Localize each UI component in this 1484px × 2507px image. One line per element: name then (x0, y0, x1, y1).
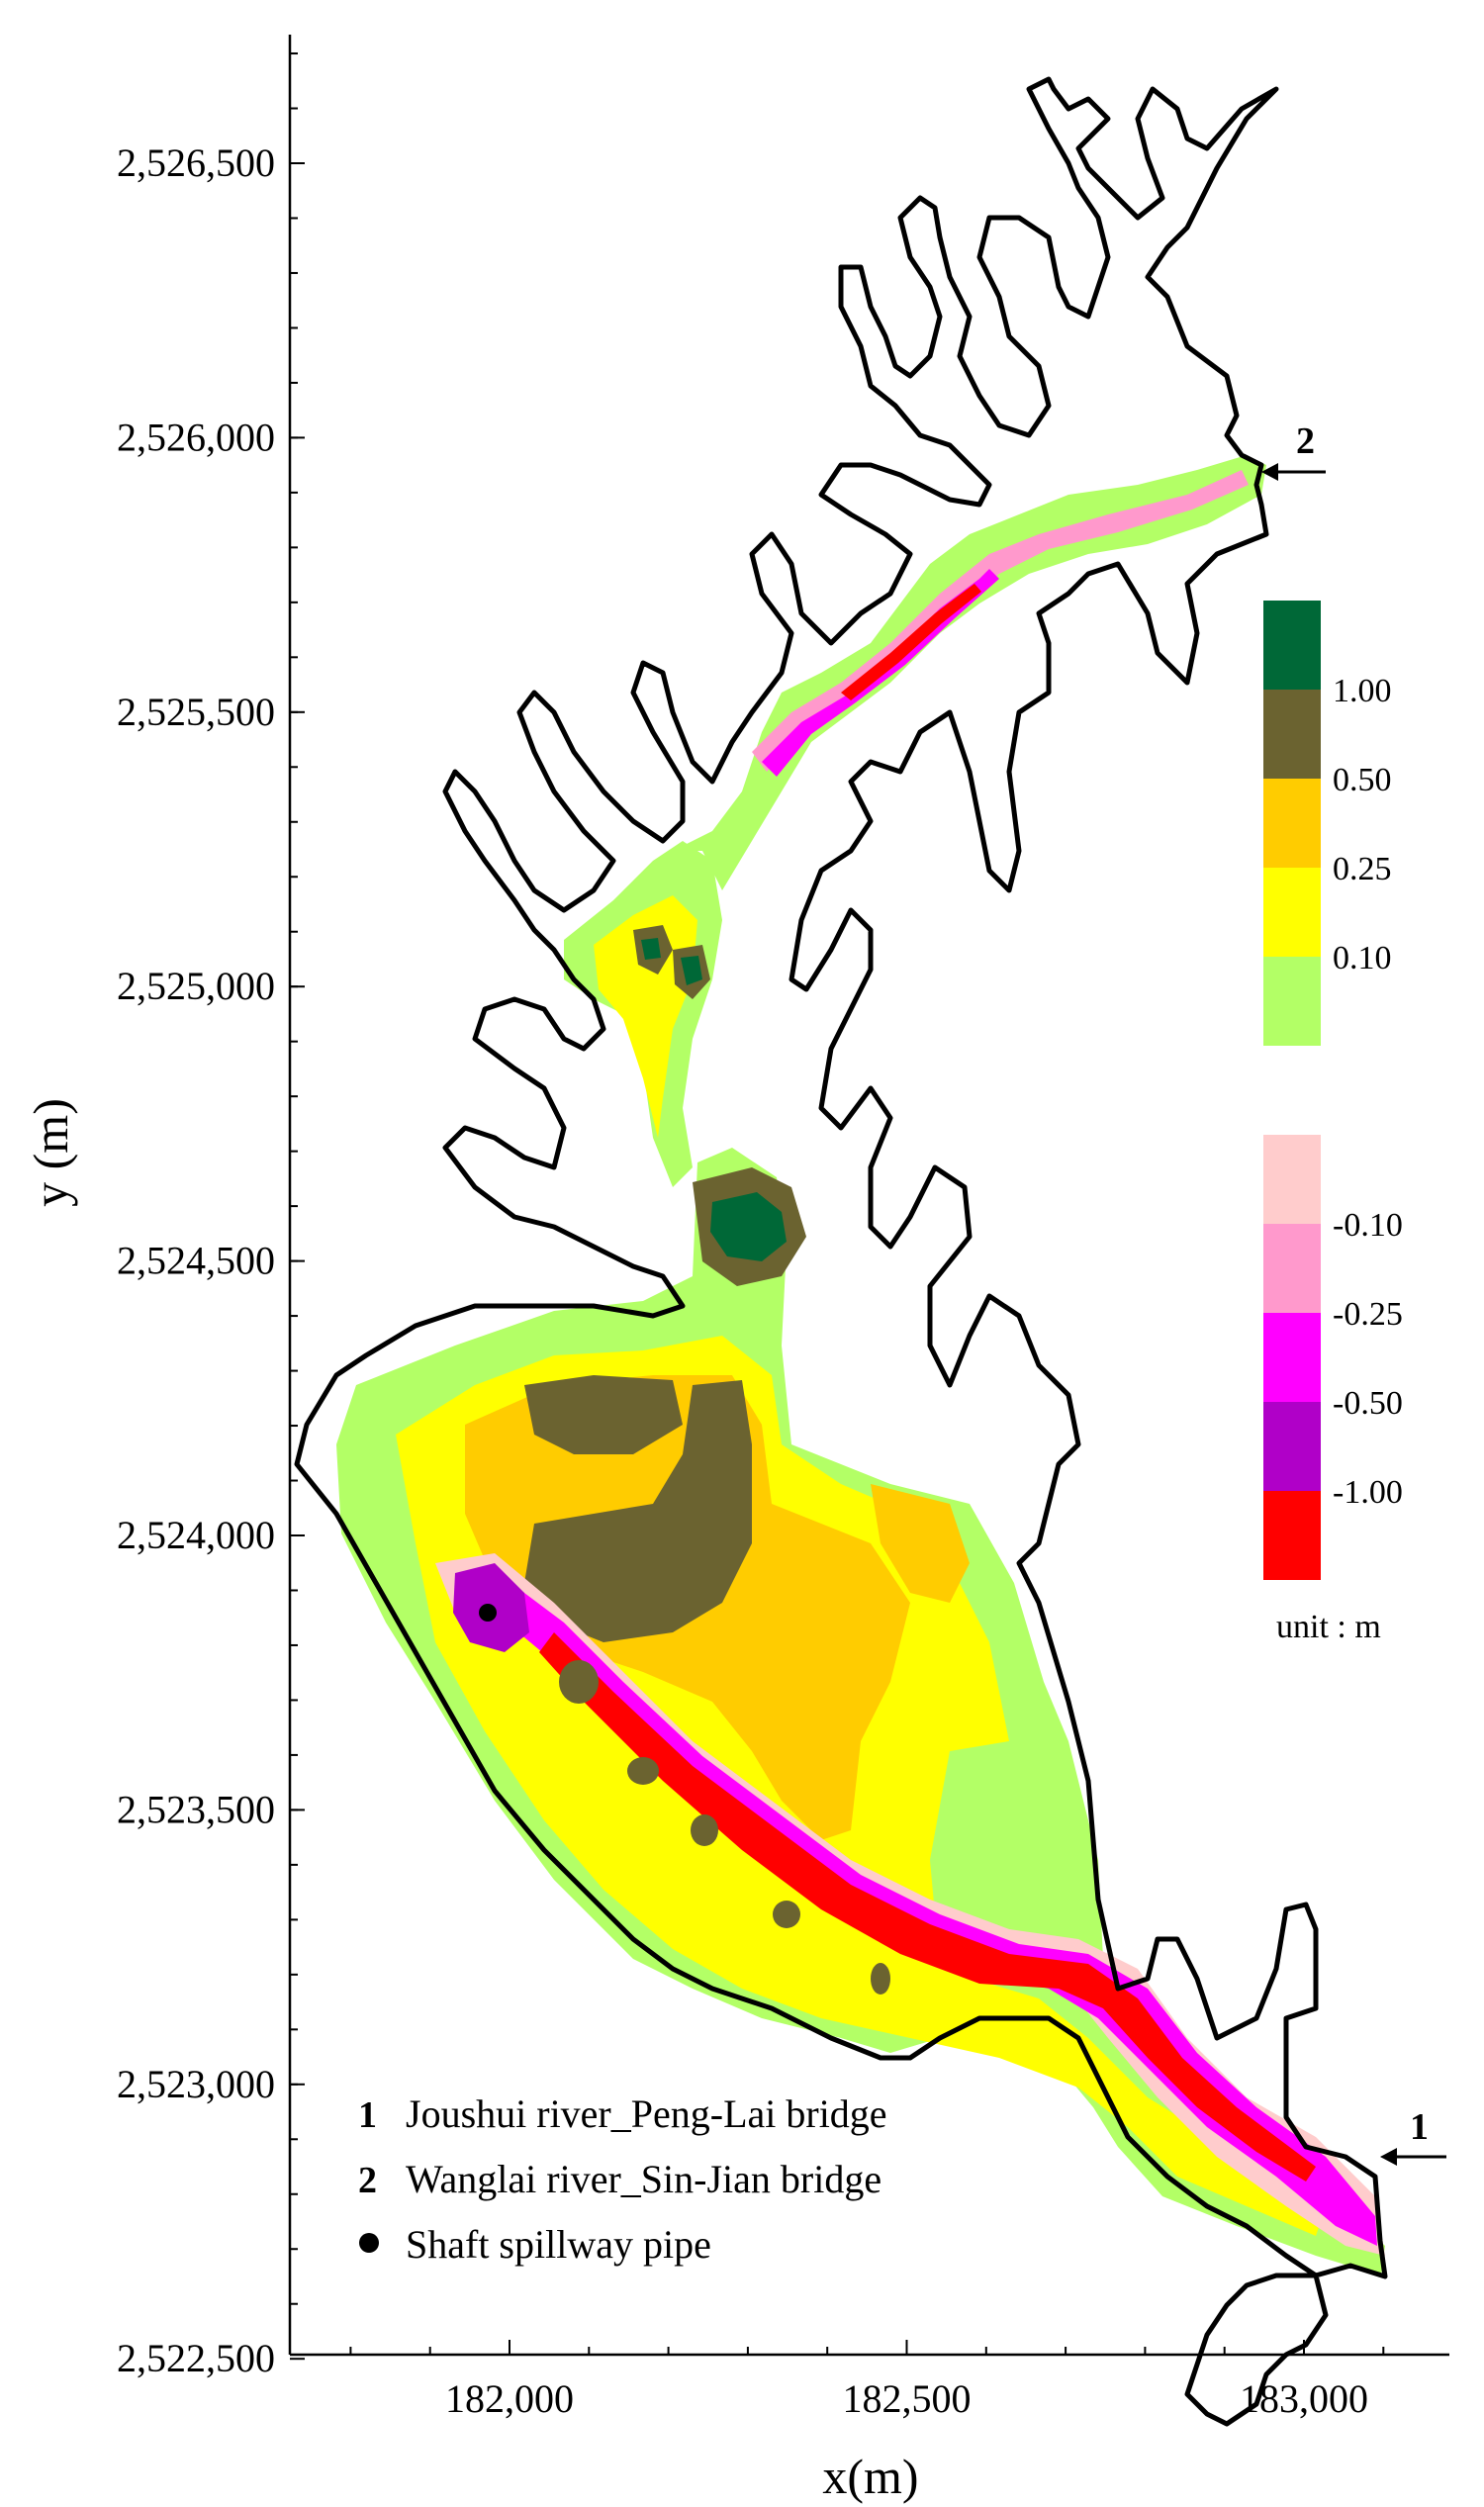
legend-neg-swatch (1263, 1135, 1321, 1224)
legend-pos-swatch (1263, 690, 1321, 779)
y-tick-label: 2,525,000 (117, 964, 275, 1008)
legend-positive: 1.00 0.50 0.25 0.10 (1263, 601, 1392, 1046)
filled-circle-icon (359, 2233, 379, 2253)
reservoir-boundary (294, 76, 1388, 2427)
arrow-head-1 (1380, 2148, 1397, 2166)
note-2-number: 2 (358, 2160, 377, 2201)
legend-neg-label: -1.00 (1333, 1474, 1403, 1511)
legend-pos-label: 0.25 (1333, 851, 1392, 887)
legend-neg-swatch (1263, 1313, 1321, 1402)
x-tick-label: 182,500 (843, 2376, 972, 2421)
x-tick-label: 183,000 (1240, 2376, 1368, 2421)
channel-spot-1 (559, 1660, 599, 1704)
y-tick-label: 2,526,000 (117, 415, 275, 459)
y-tick-label: 2,526,500 (117, 140, 275, 185)
channel-spot-3 (691, 1814, 718, 1846)
legend: 1.00 0.50 0.25 0.10 -0.10 -0.25 -0.50 -1.00 un… (1263, 601, 1403, 1645)
upper-channel-red (841, 584, 981, 700)
arrow-head-2 (1261, 463, 1278, 481)
y-axis-title: y (m) (23, 1098, 78, 1207)
axes: 2,526,500 2,526,000 2,525,500 2,525,000 2,52… (23, 35, 1449, 2504)
marker-2-number: 2 (1296, 420, 1315, 462)
y-ticks: 2,526,500 2,526,000 2,525,500 2,525,000 2,52… (117, 52, 305, 2380)
channel-spot-4 (773, 1901, 800, 1928)
bridge-marker-1: 1 (1380, 2106, 1446, 2166)
mid-channel-yellow (594, 895, 697, 1138)
legend-pos-label: 0.10 (1333, 940, 1392, 976)
x-tick-label: 182,000 (445, 2376, 574, 2421)
legend-pos-label: 1.00 (1333, 673, 1392, 709)
y-tick-label: 2,522,500 (117, 2336, 275, 2380)
note-3-text: Shaft spillway pipe (406, 2222, 711, 2267)
y-tick-label: 2,525,500 (117, 690, 275, 734)
notes: 1 Joushui river_Peng-Lai bridge 2 Wangla… (358, 2091, 887, 2267)
legend-pos-swatch (1263, 779, 1321, 868)
x-axis-title: x(m) (822, 2449, 918, 2504)
mid-green-2 (681, 956, 702, 985)
y-tick-label: 2,524,000 (117, 1513, 275, 1557)
channel-spot-5 (871, 1963, 890, 1995)
y-tick-label: 2,524,500 (117, 1239, 275, 1283)
note-1-number: 1 (358, 2094, 377, 2136)
note-2-text: Wanglai river_Sin-Jian bridge (406, 2157, 881, 2201)
legend-pos-swatch (1263, 957, 1321, 1046)
legend-neg-swatch (1263, 1491, 1321, 1580)
lower-channel-red (539, 1632, 1316, 2182)
marker-1-number: 1 (1410, 2106, 1429, 2148)
upper-channel-pink (752, 470, 1249, 772)
basin-orange-east (871, 1484, 970, 1603)
filled-circle-icon (479, 1604, 497, 1622)
legend-pos-swatch (1263, 601, 1321, 690)
legend-pos-swatch (1263, 868, 1321, 957)
y-tick-label: 2,523,500 (117, 1787, 275, 1831)
map-fills (336, 455, 1385, 2275)
basin-olive-2 (524, 1380, 752, 1642)
legend-neg-label: -0.25 (1333, 1296, 1403, 1333)
y-tick-label: 2,523,000 (117, 2062, 275, 2106)
green-patch-upper (710, 1192, 787, 1261)
legend-neg-label: -0.50 (1333, 1385, 1403, 1422)
outer-boundary (294, 76, 1388, 2427)
mid-green-1 (641, 938, 661, 960)
legend-neg-swatch (1263, 1224, 1321, 1313)
bridge-marker-2: 2 (1261, 420, 1326, 481)
note-1-text: Joushui river_Peng-Lai bridge (406, 2091, 887, 2136)
legend-unit: unit : m (1276, 1609, 1381, 1645)
legend-neg-label: -0.10 (1333, 1207, 1403, 1244)
lower-channel-magenta (455, 1578, 1377, 2246)
legend-negative: -0.10 -0.25 -0.50 -1.00 (1263, 1135, 1403, 1580)
channel-spot-2 (627, 1757, 659, 1785)
legend-pos-label: 0.50 (1333, 762, 1392, 798)
basin-olive-1 (524, 1375, 683, 1454)
legend-neg-swatch (1263, 1402, 1321, 1491)
